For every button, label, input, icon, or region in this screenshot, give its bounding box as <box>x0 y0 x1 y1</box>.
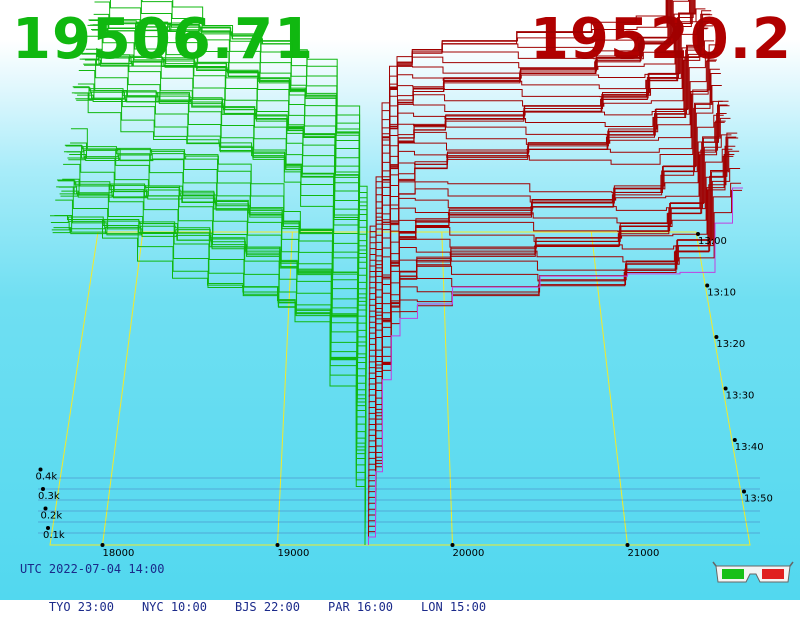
bid-depth-slice <box>50 215 366 545</box>
bid-depth-slice <box>57 180 366 494</box>
bid-depth-slice <box>109 0 368 250</box>
ask-depth-slice <box>368 120 726 443</box>
time-tick-marker <box>705 283 710 288</box>
bid-depth-slice <box>56 179 366 500</box>
volume-tick-label: 0.2k <box>41 511 63 522</box>
floor-outline <box>49 231 751 546</box>
time-tick-marker <box>742 489 746 494</box>
x-gridline <box>590 231 628 546</box>
x-tick-marker <box>450 543 455 547</box>
footer: UTC 2022-07-04 14:00 TYO 23:00 NYC 10:00 B… <box>20 560 514 614</box>
ask-depth-slice <box>368 154 735 494</box>
volume-tick-label: 0.1k <box>43 530 65 541</box>
time-tick-label: 13:30 <box>726 391 755 402</box>
ask-depth-slice <box>368 136 737 506</box>
utc-time: UTC 2022-07-04 14:00 <box>20 562 165 576</box>
volume-tick-marker <box>38 467 43 472</box>
volume-tick-marker <box>41 487 45 491</box>
time-tick-marker <box>696 232 700 236</box>
time-tick-label: 13:50 <box>744 494 773 505</box>
time-tick-label: 13:10 <box>707 288 736 299</box>
ask-series <box>368 0 743 545</box>
volume-tick-label: 0.4k <box>36 472 58 483</box>
time-tick-label: 13:40 <box>735 442 764 453</box>
time-tick-label: 13:20 <box>716 339 745 350</box>
bid-depth-slice <box>71 92 367 403</box>
x-tick-marker <box>275 543 280 547</box>
depth-chart: 18000 19000 20000 21000 0.1k 0.2k 0.3k 0.4k 13:0… <box>36 0 773 559</box>
time-tick-marker <box>723 386 728 391</box>
ask-depth-slice <box>368 114 724 432</box>
x-tick-label: 20000 <box>453 548 485 559</box>
bid-depth-slice <box>51 219 366 534</box>
volume-tick-marker <box>46 526 50 530</box>
timezone-row: TYO 23:00 NYC 10:00 BJS 22:00 PAR 16:00 LON … <box>20 580 514 614</box>
volume-tick-label: 0.3k <box>38 491 60 502</box>
x-tick-marker <box>625 543 630 547</box>
x-tick-label: 19000 <box>278 548 310 559</box>
time-tick-marker <box>714 335 719 339</box>
tz-london: LON 15:00 <box>421 600 487 614</box>
x-gridline <box>277 231 293 546</box>
x-gridline <box>441 231 453 546</box>
x-tick-label: 18000 <box>103 548 135 559</box>
bid-depth-slice <box>54 215 366 517</box>
time-tick-marker <box>732 438 737 442</box>
time-tick-label: 13:00 <box>698 236 727 247</box>
chart-axes: 18000 19000 20000 21000 0.1k 0.2k 0.3k 0.4k 13:0… <box>36 232 773 559</box>
ask-depth-slice <box>368 137 739 517</box>
ask-depth-slice <box>368 132 738 511</box>
ask-depth-slice <box>368 182 742 534</box>
tz-paris: PAR 16:00 <box>328 600 394 614</box>
ask-depth-slice <box>368 189 743 540</box>
bid-series <box>50 0 368 545</box>
tz-tokyo: TYO 23:00 <box>48 600 114 614</box>
ask-depth-slice <box>368 187 743 545</box>
3d-glasses-icon[interactable] <box>712 560 794 590</box>
tz-newyork: NYC 10:00 <box>141 600 207 614</box>
ask-depth-slice <box>368 13 711 352</box>
ask-depth-slice <box>368 53 716 380</box>
x-gridline <box>102 231 144 546</box>
ask-depth-slice <box>369 21 710 346</box>
ask-depth-slice <box>368 85 722 420</box>
x-tick-label: 21000 <box>628 548 660 559</box>
bid-depth-slice <box>65 145 367 443</box>
volume-tick-marker <box>43 506 48 511</box>
ask-price: 19520.2 <box>529 7 792 72</box>
tz-beijing: BJS 22:00 <box>234 600 300 614</box>
bid-depth-slice <box>64 144 367 449</box>
x-tick-marker <box>100 543 105 547</box>
